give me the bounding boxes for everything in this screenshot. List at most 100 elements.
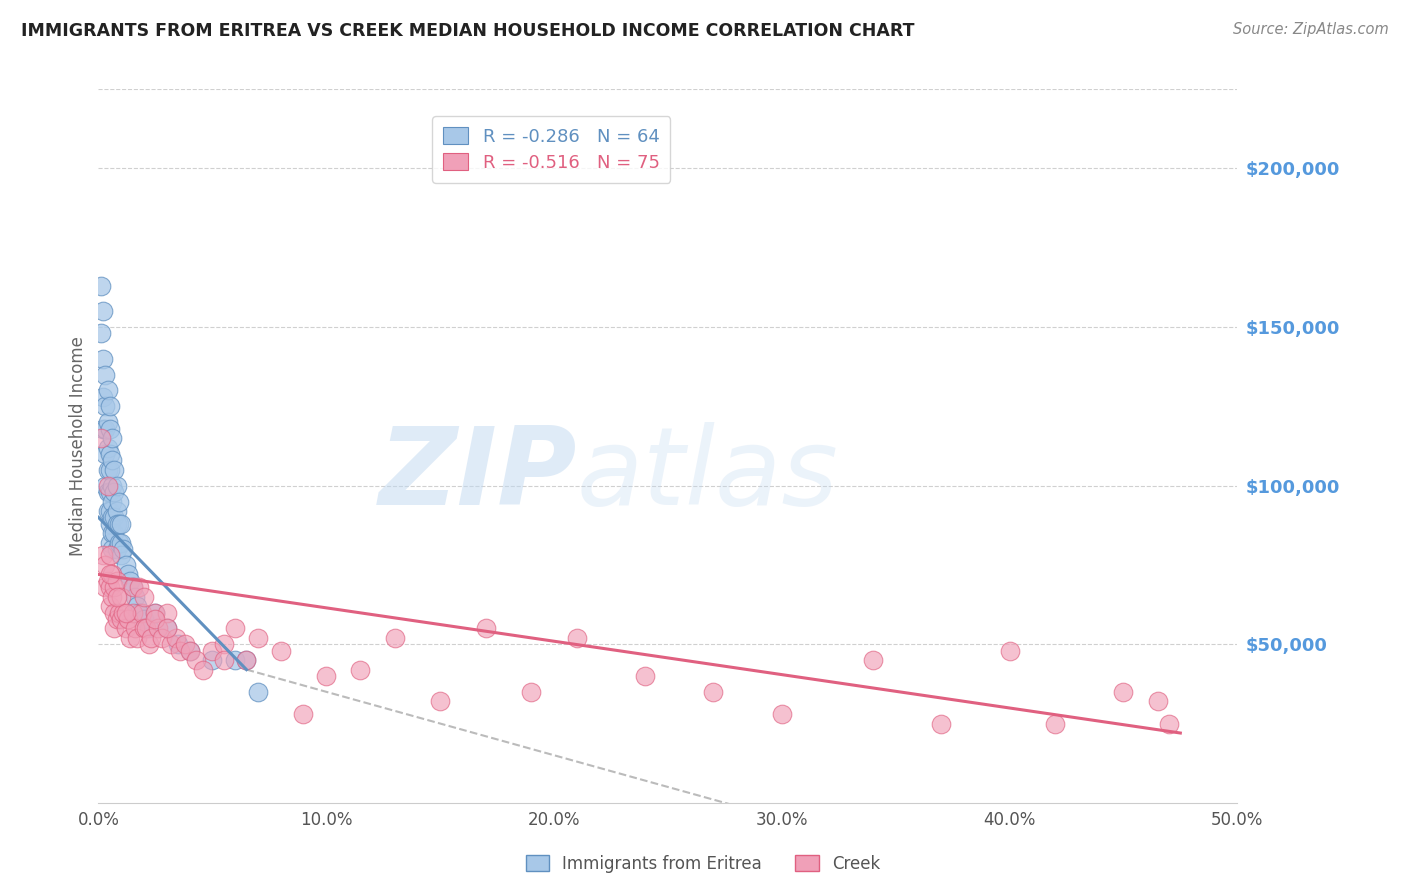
Point <box>101 567 124 582</box>
Point <box>98 580 121 594</box>
Point <box>1157 716 1180 731</box>
Point <box>1112 685 1135 699</box>
Point <box>98 447 121 461</box>
Point <box>235 653 257 667</box>
Point <box>103 621 125 635</box>
Point <box>96 485 118 500</box>
Point <box>124 590 146 604</box>
Point <box>201 643 224 657</box>
Point <box>132 621 155 635</box>
Point <box>101 590 124 604</box>
Point <box>315 669 337 683</box>
Point <box>94 400 117 414</box>
Point <box>156 621 179 635</box>
Point <box>156 606 179 620</box>
Point <box>246 685 269 699</box>
Point <box>105 542 128 557</box>
Point <box>212 653 235 667</box>
Point <box>103 485 125 500</box>
Point <box>349 663 371 677</box>
Point <box>96 415 118 429</box>
Point <box>108 516 131 531</box>
Point <box>127 631 149 645</box>
Point <box>201 653 224 667</box>
Point <box>212 637 235 651</box>
Point <box>91 304 114 318</box>
Point <box>160 637 183 651</box>
Point <box>998 643 1021 657</box>
Point <box>108 606 131 620</box>
Point <box>112 542 135 557</box>
Point <box>101 510 124 524</box>
Point <box>1043 716 1066 731</box>
Point <box>929 716 952 731</box>
Point <box>135 621 157 635</box>
Point <box>128 580 150 594</box>
Point <box>94 368 117 382</box>
Point <box>179 643 201 657</box>
Point <box>91 549 114 563</box>
Text: IMMIGRANTS FROM ERITREA VS CREEK MEDIAN HOUSEHOLD INCOME CORRELATION CHART: IMMIGRANTS FROM ERITREA VS CREEK MEDIAN … <box>21 22 914 40</box>
Point <box>96 504 118 518</box>
Point <box>114 606 136 620</box>
Point <box>121 580 143 594</box>
Point <box>167 637 190 651</box>
Point <box>117 612 139 626</box>
Point <box>98 400 121 414</box>
Point <box>224 621 246 635</box>
Point <box>124 621 146 635</box>
Point <box>474 621 496 635</box>
Point <box>94 421 117 435</box>
Point <box>179 643 201 657</box>
Point <box>270 643 292 657</box>
Point <box>110 535 132 549</box>
Point <box>145 606 167 620</box>
Point <box>169 643 191 657</box>
Point <box>138 637 160 651</box>
Point <box>132 612 155 626</box>
Point <box>103 526 125 541</box>
Point <box>105 516 128 531</box>
Point <box>139 631 162 645</box>
Point <box>121 580 143 594</box>
Point <box>94 558 117 572</box>
Point <box>90 278 112 293</box>
Point <box>94 478 117 492</box>
Point <box>98 463 121 477</box>
Point <box>110 590 132 604</box>
Text: atlas: atlas <box>576 422 838 527</box>
Point <box>98 535 121 549</box>
Point <box>146 621 169 635</box>
Legend: Immigrants from Eritrea, Creek: Immigrants from Eritrea, Creek <box>519 848 887 880</box>
Point <box>150 631 173 645</box>
Point <box>117 567 139 582</box>
Point <box>145 606 167 620</box>
Point <box>193 663 215 677</box>
Point <box>862 653 884 667</box>
Point <box>103 510 125 524</box>
Point <box>132 590 155 604</box>
Point <box>101 431 124 445</box>
Point <box>98 599 121 614</box>
Point <box>702 685 724 699</box>
Point <box>103 606 125 620</box>
Point <box>96 574 118 588</box>
Point <box>235 653 257 667</box>
Point <box>96 463 118 477</box>
Point <box>96 384 118 398</box>
Point <box>114 558 136 572</box>
Point <box>101 542 124 557</box>
Point <box>98 567 121 582</box>
Point <box>770 706 793 721</box>
Point <box>108 494 131 508</box>
Point <box>110 549 132 563</box>
Point <box>96 478 118 492</box>
Point <box>520 685 543 699</box>
Point <box>98 516 121 531</box>
Point <box>224 653 246 667</box>
Point <box>165 631 187 645</box>
Point <box>1146 694 1168 708</box>
Text: ZIP: ZIP <box>378 422 576 527</box>
Point <box>131 606 153 620</box>
Point <box>105 478 128 492</box>
